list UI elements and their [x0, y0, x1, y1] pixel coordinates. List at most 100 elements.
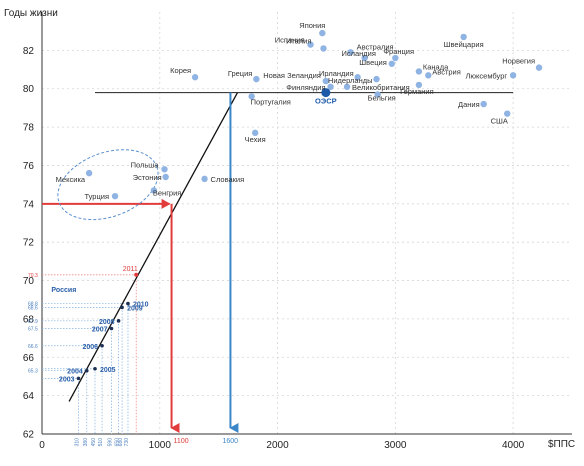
country-point [162, 173, 169, 181]
russia-point [126, 301, 130, 306]
russia-year-label: 2006 [82, 344, 98, 351]
russia-x-value-label: 590 [107, 438, 113, 447]
country-label: Эстония [133, 173, 162, 182]
trend-line [68, 92, 239, 402]
russia-x-value-label: 310 [75, 438, 81, 447]
target-2011-label: 2011 [123, 266, 138, 273]
country-label: Греция [228, 69, 253, 78]
country-point [150, 187, 158, 194]
russia-x-value-label: 730 [124, 438, 130, 447]
highlight-ellipse [57, 149, 159, 221]
red-marker-label: 1100 [174, 438, 189, 445]
country-label: Исландия [341, 49, 375, 58]
country-point [307, 41, 314, 48]
country-point [347, 49, 354, 56]
country-point [509, 72, 517, 79]
russia-point [116, 319, 121, 323]
russia-x-value-label: 680 [118, 438, 124, 447]
country-label: Новая Зеландия [263, 71, 321, 80]
russia-year-label: 2007 [92, 327, 108, 334]
russia-x-value-label: 510 [98, 438, 104, 447]
russia-year-label: 2009 [127, 305, 143, 312]
axes: 62 64 66 68 70 72 74 76 78 80 82 0 1000 2000 3000 4000 [23, 12, 572, 451]
country-label: Польша [131, 160, 160, 169]
country-label: Япония [299, 21, 325, 30]
x-tick-label: 0 [39, 440, 45, 451]
country-point [480, 100, 487, 108]
country-point [392, 54, 399, 62]
country-label: Португалия [251, 97, 291, 106]
country-point [201, 175, 208, 183]
country-label: Франция [383, 47, 414, 56]
country-point [415, 81, 423, 89]
country-label: Италия [286, 36, 312, 45]
russia-point [100, 343, 104, 348]
y-tick-label: 72 [23, 238, 35, 249]
russia-point [93, 366, 97, 371]
y-tick-label: 62 [23, 430, 35, 441]
country-point [248, 93, 255, 100]
y-tick-label: 66 [23, 353, 35, 364]
country-label: Швейцария [444, 40, 484, 49]
country-point [425, 72, 432, 79]
russia-year-label: 2008 [99, 319, 115, 326]
country-point [253, 75, 260, 83]
country-label: Чехия [245, 135, 266, 144]
country-label: Великобритания [352, 83, 410, 92]
country-point [85, 169, 93, 177]
country-label: Ирландия [319, 69, 354, 78]
country-point [319, 29, 326, 37]
country-point [111, 192, 119, 200]
country-label: США [491, 117, 508, 126]
country-label: Норвегия [502, 57, 535, 66]
country-label: Люксембург [466, 71, 508, 80]
country-point [191, 74, 199, 81]
target-2011-point [134, 272, 139, 277]
russia-point [84, 368, 89, 373]
country-point [251, 129, 259, 137]
blue-marker-label: 1600 [222, 438, 238, 445]
russia-y-value-label: 68.8 [28, 302, 38, 308]
x-tick-label: 3000 [384, 440, 407, 451]
country-label: Дания [458, 100, 480, 109]
country-point [535, 64, 543, 71]
country-label: Швеция [359, 58, 387, 67]
y-tick-label: 68 [23, 314, 35, 325]
y-tick-label: 78 [23, 123, 35, 134]
russia-y-value-label: 66.6 [28, 344, 38, 350]
russia-point [120, 305, 124, 310]
country-point [460, 33, 467, 41]
country-label: Турция [84, 192, 109, 201]
y-tick-label: 76 [23, 161, 35, 172]
russia-year-label: 2005 [100, 367, 116, 374]
russia-y-value-label: 67.5 [28, 327, 38, 333]
x-tick-label: 1000 [149, 440, 172, 451]
country-label: Германия [400, 87, 434, 96]
country-label: Мексика [56, 175, 86, 184]
y-tick-label: 80 [23, 84, 35, 95]
oecd-point [321, 88, 331, 98]
country-label: Австралия [357, 42, 394, 51]
points [76, 29, 543, 381]
country-label: Венгрия [153, 188, 181, 197]
country-point [354, 74, 361, 81]
country-label: Финляндия [286, 83, 325, 92]
y-tick-label: 64 [23, 391, 35, 402]
y-tick-label: 82 [23, 46, 35, 57]
russia-year-label: 2010 [133, 302, 149, 309]
russia-y-value-label: 68.6 [28, 305, 38, 311]
country-label: Бельгия [368, 93, 396, 102]
grid [41, 12, 572, 435]
country-point [343, 83, 351, 91]
russia-x-value-label: 380 [83, 438, 89, 447]
russia-y-value-label: 67.9 [28, 319, 38, 325]
russia-x-value-label: 450 [91, 438, 97, 447]
y-tick-label: 74 [23, 199, 35, 210]
russia-point [109, 326, 114, 331]
country-point [361, 54, 368, 62]
russia-point [76, 376, 81, 381]
russia-year-label: 2004 [67, 369, 83, 376]
country-point [161, 166, 168, 173]
